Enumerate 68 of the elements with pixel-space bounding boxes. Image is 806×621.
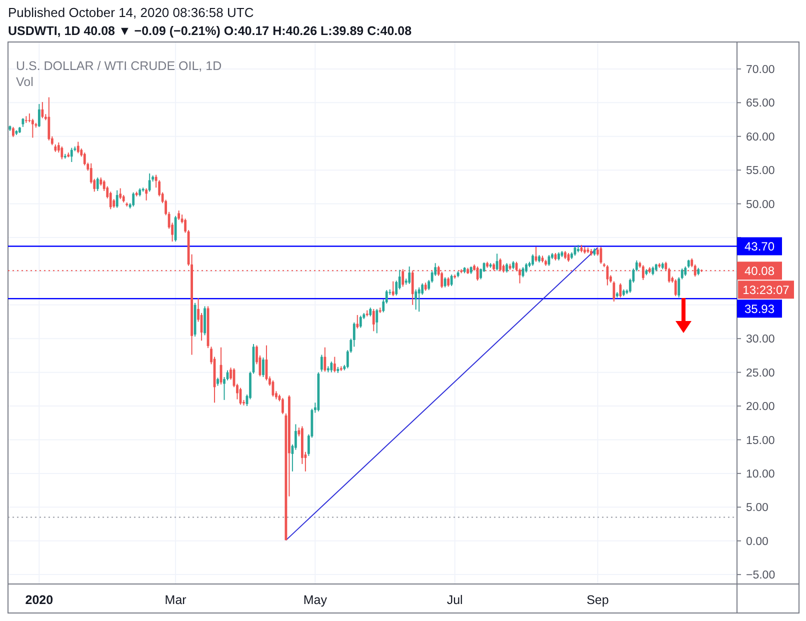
candlestick bbox=[178, 210, 180, 220]
text: 13:23:07 bbox=[742, 282, 790, 297]
y-tick-label: 70.00 bbox=[746, 64, 775, 76]
candlestick bbox=[506, 262, 508, 274]
candlestick bbox=[532, 254, 534, 266]
candlestick bbox=[96, 177, 99, 192]
candlestick bbox=[76, 141, 80, 154]
candlestick bbox=[642, 264, 644, 280]
candlestick bbox=[145, 188, 148, 201]
candlestick bbox=[333, 356, 336, 373]
candlestick bbox=[612, 280, 616, 302]
candlestick bbox=[148, 172, 151, 192]
candlestick bbox=[330, 361, 333, 373]
x-tick-label: Mar bbox=[164, 593, 186, 607]
y-tick-label: 15.00 bbox=[746, 434, 775, 447]
candlestick bbox=[372, 308, 375, 332]
candlestick bbox=[282, 397, 284, 415]
y-tick-label: 20.00 bbox=[746, 401, 775, 414]
candlestick bbox=[447, 276, 450, 288]
candlestick bbox=[674, 278, 677, 297]
y-tick-label: 60.00 bbox=[746, 131, 775, 144]
y-tick-label: 10.00 bbox=[746, 468, 775, 480]
candlestick bbox=[418, 286, 420, 312]
candlestick bbox=[70, 147, 73, 162]
candlestick bbox=[119, 188, 122, 200]
text: Published October 14, 2020 08:36:58 UTC bbox=[8, 5, 254, 20]
candlestick bbox=[450, 274, 453, 287]
candlestick bbox=[41, 102, 44, 119]
candlestick bbox=[38, 104, 40, 128]
x-tick-label: May bbox=[303, 593, 328, 607]
candlestick bbox=[408, 266, 411, 285]
ref-line-label: 43.70 bbox=[744, 239, 775, 254]
candlestick bbox=[392, 280, 394, 297]
candlestick bbox=[324, 346, 326, 372]
candlestick bbox=[12, 126, 14, 138]
candlestick bbox=[359, 315, 362, 328]
candlestick bbox=[684, 266, 687, 276]
y-tick-label: 55.00 bbox=[746, 165, 775, 178]
y-tick-label: 0.00 bbox=[746, 536, 768, 548]
candlestick bbox=[600, 246, 602, 264]
candlestick bbox=[525, 262, 528, 274]
candlestick bbox=[174, 215, 177, 242]
x-tick-label: 2020 bbox=[25, 593, 54, 607]
y-tick-label: −5.00 bbox=[746, 570, 776, 582]
candlestick bbox=[320, 354, 323, 372]
candlestick bbox=[116, 190, 118, 208]
y-tick-label: 25.00 bbox=[746, 367, 775, 380]
candlestick bbox=[414, 288, 418, 310]
y-tick-label: 30.00 bbox=[746, 334, 775, 346]
text: Vol bbox=[16, 75, 34, 89]
candlestick bbox=[132, 192, 135, 207]
candlestick bbox=[619, 282, 622, 298]
y-tick-label: 5.00 bbox=[746, 502, 768, 514]
candlestick bbox=[444, 276, 446, 288]
candlestick bbox=[376, 308, 378, 334]
ref-line-label: 35.93 bbox=[744, 302, 775, 316]
ref-line-label: 40.08 bbox=[744, 264, 775, 278]
candlestick bbox=[606, 264, 609, 286]
x-tick-label: Jul bbox=[446, 593, 463, 607]
candlestick bbox=[60, 146, 64, 160]
candlestick bbox=[356, 314, 359, 330]
y-tick-label: 50.00 bbox=[746, 198, 775, 211]
text: USDWTI, 1D 40.08 ▼ −0.09 (−0.21%) O:40.17 H:40.26 L:39.89 C:40.08 bbox=[8, 24, 412, 38]
x-tick-label: Sep bbox=[586, 593, 609, 607]
text: U.S. DOLLAR / WTI CRUDE OIL, 1D bbox=[16, 59, 222, 73]
y-tick-label: 65.00 bbox=[746, 98, 775, 110]
candlestick bbox=[262, 356, 264, 378]
candlestick bbox=[48, 96, 50, 141]
